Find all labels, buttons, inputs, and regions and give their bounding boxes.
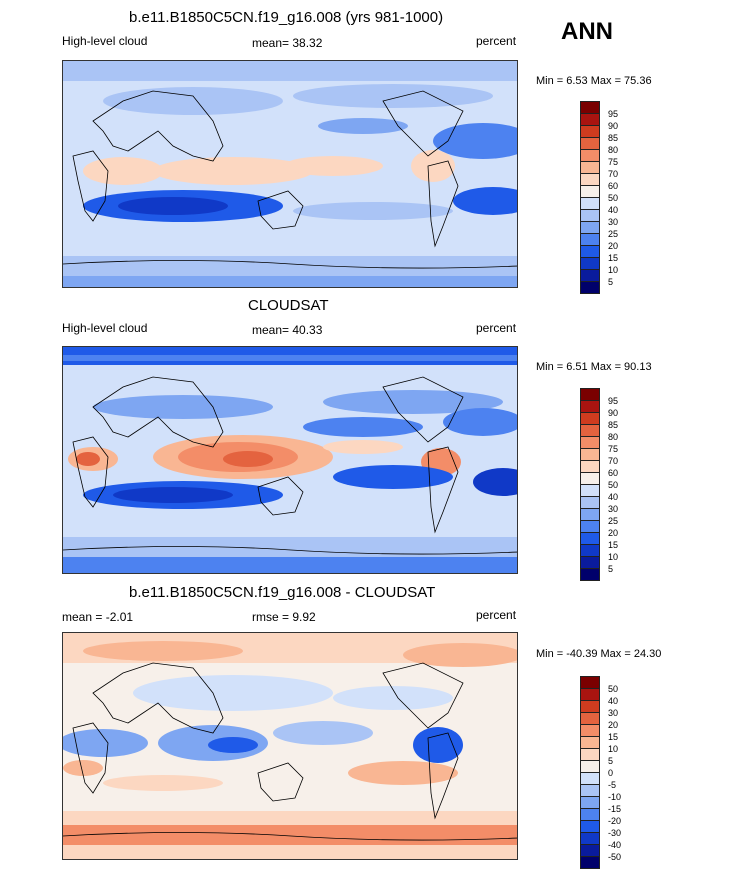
panel3-mean-label: mean = -2.01 (62, 610, 134, 624)
colorbar-level-label: 95 (608, 109, 619, 119)
colorbar-level-label: 30 (608, 217, 619, 227)
colorbar-level-label: 85 (608, 420, 619, 430)
colorbar-level-label: 85 (608, 133, 619, 143)
panel3-units-label: percent (476, 608, 517, 622)
panel2-mean-label: mean= 40.33 (252, 323, 323, 337)
colorbar-level-label: -40 (608, 840, 622, 850)
colorbar-swatch (580, 856, 600, 869)
colorbar-level-label: 10 (608, 744, 619, 754)
colorbar-swatch (580, 568, 600, 581)
colorbar-level-label: 75 (608, 157, 619, 167)
colorbar-level-label: 75 (608, 444, 619, 454)
colorbar-level-label: 50 (608, 193, 619, 203)
colorbar-level-label: 50 (608, 684, 619, 694)
panel1-mean-label: mean= 38.32 (252, 36, 323, 50)
colorbar-level-label: 50 (608, 480, 619, 490)
panel3-title: b.e11.B1850C5CN.f19_g16.008 - CLOUDSAT (129, 584, 436, 601)
colorbar-level-label: 70 (608, 169, 619, 179)
colorbar-level-label: 5 (608, 277, 614, 287)
season-label: ANN (561, 18, 613, 45)
panel2-title: CLOUDSAT (248, 297, 329, 314)
colorbar-level-label: 20 (608, 720, 619, 730)
colorbar-level-label: 5 (608, 564, 614, 574)
colorbar-level-label: -15 (608, 804, 622, 814)
colorbar-level-label: 70 (608, 456, 619, 466)
colorbar-swatch (580, 281, 600, 294)
colorbar-level-label: 10 (608, 552, 619, 562)
colorbar-level-label: 20 (608, 241, 619, 251)
colorbar-level-label: 90 (608, 121, 619, 131)
panel3-minmax: Min = -40.39 Max = 24.30 (536, 648, 662, 660)
colorbar-level-label: 15 (608, 253, 619, 263)
panel3-contour-field (63, 633, 517, 859)
colorbar-level-label: 25 (608, 229, 619, 239)
panel1-contour-field (63, 61, 517, 287)
panel1-variable-label: High-level cloud (62, 34, 148, 48)
panel1-units-label: percent (476, 34, 517, 48)
colorbar-level-label: 95 (608, 396, 619, 406)
colorbar-level-label: 60 (608, 181, 619, 191)
colorbar-level-label: 25 (608, 516, 619, 526)
colorbar-level-label: -5 (608, 780, 617, 790)
colorbar-level-label: 10 (608, 265, 619, 275)
colorbar-level-label: 30 (608, 708, 619, 718)
panel2-contour-field (63, 347, 517, 573)
colorbar-level-label: -30 (608, 828, 622, 838)
panel1-map (62, 60, 518, 288)
colorbar-level-label: 90 (608, 408, 619, 418)
colorbar-level-label: 40 (608, 492, 619, 502)
colorbar-level-label: 0 (608, 768, 614, 778)
colorbar-level-label: 20 (608, 528, 619, 538)
colorbar-level-label: -50 (608, 852, 622, 862)
colorbar-level-label: 60 (608, 468, 619, 478)
panel1-minmax: Min = 6.53 Max = 75.36 (536, 75, 652, 87)
colorbar-level-label: 5 (608, 756, 614, 766)
panel2-map (62, 346, 518, 574)
colorbar-level-label: -10 (608, 792, 622, 802)
panel3-map (62, 632, 518, 860)
panel1-title: b.e11.B1850C5CN.f19_g16.008 (yrs 981-100… (129, 9, 444, 26)
panel2-minmax: Min = 6.51 Max = 90.13 (536, 361, 652, 373)
panel3-rmse-label: rmse = 9.92 (252, 610, 316, 624)
colorbar-level-label: 80 (608, 145, 619, 155)
panel2-variable-label: High-level cloud (62, 321, 148, 335)
colorbar-level-label: -20 (608, 816, 622, 826)
panel2-units-label: percent (476, 321, 517, 335)
colorbar-level-label: 40 (608, 205, 619, 215)
colorbar-level-label: 15 (608, 732, 619, 742)
colorbar-level-label: 30 (608, 504, 619, 514)
colorbar-level-label: 15 (608, 540, 619, 550)
colorbar-level-label: 80 (608, 432, 619, 442)
colorbar-level-label: 40 (608, 696, 619, 706)
